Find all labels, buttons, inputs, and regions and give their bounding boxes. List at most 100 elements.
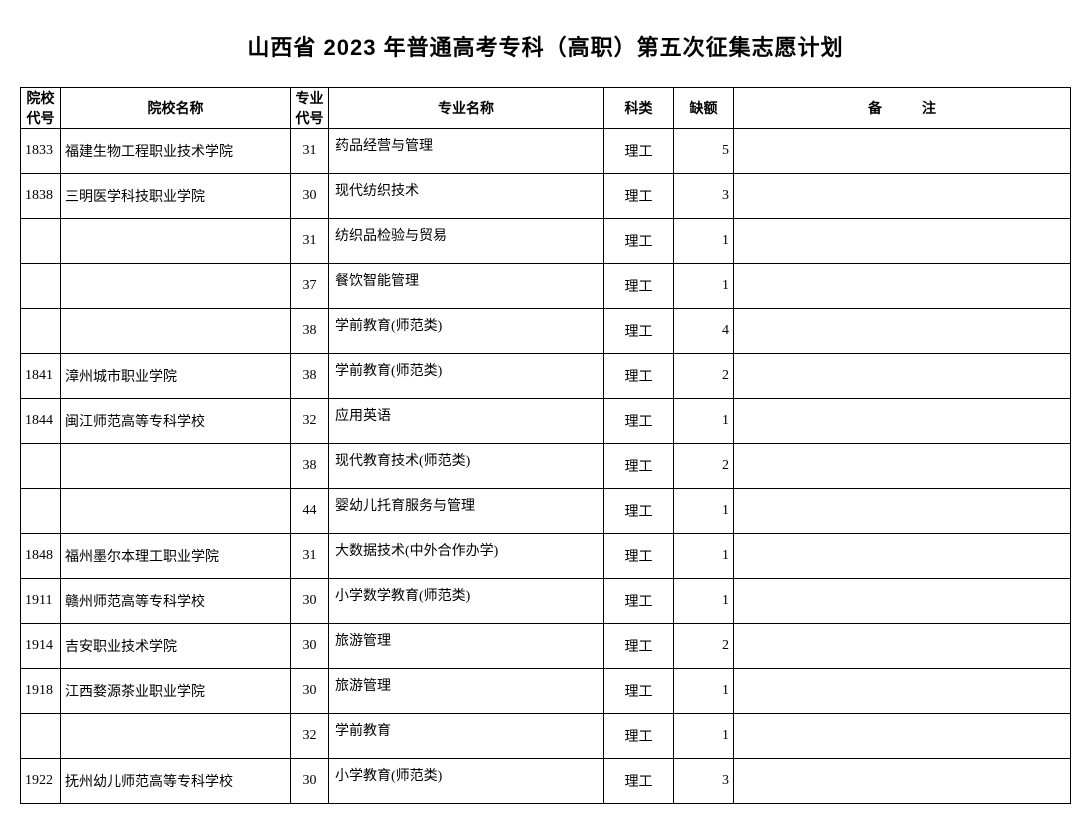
cell-category: 理工 <box>604 399 674 444</box>
cell-school-name: 福州墨尔本理工职业学院 <box>61 534 291 579</box>
cell-major-code: 32 <box>291 714 329 759</box>
cell-vacancy: 5 <box>674 129 734 174</box>
table-row: 37餐饮智能管理理工1 <box>21 264 1071 309</box>
cell-major-name: 婴幼儿托育服务与管理 <box>329 489 604 534</box>
header-major-name: 专业名称 <box>329 88 604 129</box>
header-note-a: 备 <box>868 98 882 118</box>
cell-vacancy: 2 <box>674 444 734 489</box>
table-row: 1848福州墨尔本理工职业学院31大数据技术(中外合作办学)理工1 <box>21 534 1071 579</box>
cell-major-name: 学前教育(师范类) <box>329 354 604 399</box>
cell-school-code <box>21 264 61 309</box>
header-school-name: 院校名称 <box>61 88 291 129</box>
cell-school-code <box>21 309 61 354</box>
cell-school-name: 赣州师范高等专科学校 <box>61 579 291 624</box>
plan-table: 院校代号 院校名称 专业代号 专业名称 科类 缺额 备 注 1833福建生物工程… <box>20 87 1071 804</box>
header-school-code: 院校代号 <box>21 88 61 129</box>
cell-school-name <box>61 309 291 354</box>
cell-note <box>734 669 1071 714</box>
table-body: 1833福建生物工程职业技术学院31药品经营与管理理工51838三明医学科技职业… <box>21 129 1071 804</box>
cell-category: 理工 <box>604 354 674 399</box>
cell-note <box>734 399 1071 444</box>
table-row: 31纺织品检验与贸易理工1 <box>21 219 1071 264</box>
cell-category: 理工 <box>604 669 674 714</box>
cell-major-code: 37 <box>291 264 329 309</box>
cell-vacancy: 4 <box>674 309 734 354</box>
cell-vacancy: 1 <box>674 264 734 309</box>
table-row: 1833福建生物工程职业技术学院31药品经营与管理理工5 <box>21 129 1071 174</box>
cell-school-name: 福建生物工程职业技术学院 <box>61 129 291 174</box>
cell-note <box>734 264 1071 309</box>
cell-major-code: 30 <box>291 624 329 669</box>
cell-category: 理工 <box>604 489 674 534</box>
cell-vacancy: 1 <box>674 714 734 759</box>
cell-major-name: 现代教育技术(师范类) <box>329 444 604 489</box>
cell-major-name: 大数据技术(中外合作办学) <box>329 534 604 579</box>
table-row: 1914吉安职业技术学院30旅游管理理工2 <box>21 624 1071 669</box>
cell-school-code: 1841 <box>21 354 61 399</box>
cell-school-name <box>61 444 291 489</box>
cell-note <box>734 714 1071 759</box>
header-category: 科类 <box>604 88 674 129</box>
cell-category: 理工 <box>604 759 674 804</box>
cell-school-name: 三明医学科技职业学院 <box>61 174 291 219</box>
cell-major-name: 小学教育(师范类) <box>329 759 604 804</box>
cell-major-code: 30 <box>291 669 329 714</box>
cell-category: 理工 <box>604 129 674 174</box>
header-note: 备 注 <box>734 88 1071 129</box>
cell-category: 理工 <box>604 309 674 354</box>
cell-school-name <box>61 714 291 759</box>
cell-school-code <box>21 219 61 264</box>
cell-vacancy: 1 <box>674 399 734 444</box>
cell-category: 理工 <box>604 534 674 579</box>
cell-major-name: 纺织品检验与贸易 <box>329 219 604 264</box>
table-row: 32学前教育理工1 <box>21 714 1071 759</box>
cell-major-name: 旅游管理 <box>329 624 604 669</box>
cell-vacancy: 2 <box>674 354 734 399</box>
cell-note <box>734 534 1071 579</box>
table-row: 1838三明医学科技职业学院30现代纺织技术理工3 <box>21 174 1071 219</box>
header-major-code: 专业代号 <box>291 88 329 129</box>
cell-major-name: 学前教育(师范类) <box>329 309 604 354</box>
cell-vacancy: 2 <box>674 624 734 669</box>
cell-category: 理工 <box>604 174 674 219</box>
cell-vacancy: 1 <box>674 669 734 714</box>
header-note-b: 注 <box>922 98 936 118</box>
cell-note <box>734 174 1071 219</box>
cell-major-code: 31 <box>291 534 329 579</box>
table-row: 38学前教育(师范类)理工4 <box>21 309 1071 354</box>
cell-note <box>734 354 1071 399</box>
cell-category: 理工 <box>604 624 674 669</box>
cell-major-code: 44 <box>291 489 329 534</box>
cell-school-name <box>61 264 291 309</box>
cell-school-code <box>21 714 61 759</box>
cell-major-name: 餐饮智能管理 <box>329 264 604 309</box>
cell-major-code: 31 <box>291 129 329 174</box>
cell-vacancy: 3 <box>674 759 734 804</box>
cell-school-code: 1914 <box>21 624 61 669</box>
cell-major-name: 应用英语 <box>329 399 604 444</box>
cell-school-code: 1918 <box>21 669 61 714</box>
cell-major-code: 32 <box>291 399 329 444</box>
cell-school-code: 1838 <box>21 174 61 219</box>
cell-major-code: 30 <box>291 174 329 219</box>
cell-note <box>734 624 1071 669</box>
page-title: 山西省 2023 年普通高考专科（高职）第五次征集志愿计划 <box>20 30 1071 62</box>
cell-vacancy: 1 <box>674 579 734 624</box>
cell-note <box>734 579 1071 624</box>
cell-major-name: 现代纺织技术 <box>329 174 604 219</box>
table-row: 44婴幼儿托育服务与管理理工1 <box>21 489 1071 534</box>
header-vacancy: 缺额 <box>674 88 734 129</box>
cell-school-name: 漳州城市职业学院 <box>61 354 291 399</box>
cell-school-name <box>61 489 291 534</box>
cell-major-name: 旅游管理 <box>329 669 604 714</box>
cell-vacancy: 1 <box>674 534 734 579</box>
cell-major-name: 小学数学教育(师范类) <box>329 579 604 624</box>
page: 山西省 2023 年普通高考专科（高职）第五次征集志愿计划 院校代号 院校名称 … <box>20 30 1071 804</box>
cell-vacancy: 1 <box>674 219 734 264</box>
cell-school-code: 1922 <box>21 759 61 804</box>
cell-category: 理工 <box>604 264 674 309</box>
table-row: 38现代教育技术(师范类)理工2 <box>21 444 1071 489</box>
cell-note <box>734 444 1071 489</box>
table-row: 1841漳州城市职业学院38学前教育(师范类)理工2 <box>21 354 1071 399</box>
cell-major-code: 31 <box>291 219 329 264</box>
